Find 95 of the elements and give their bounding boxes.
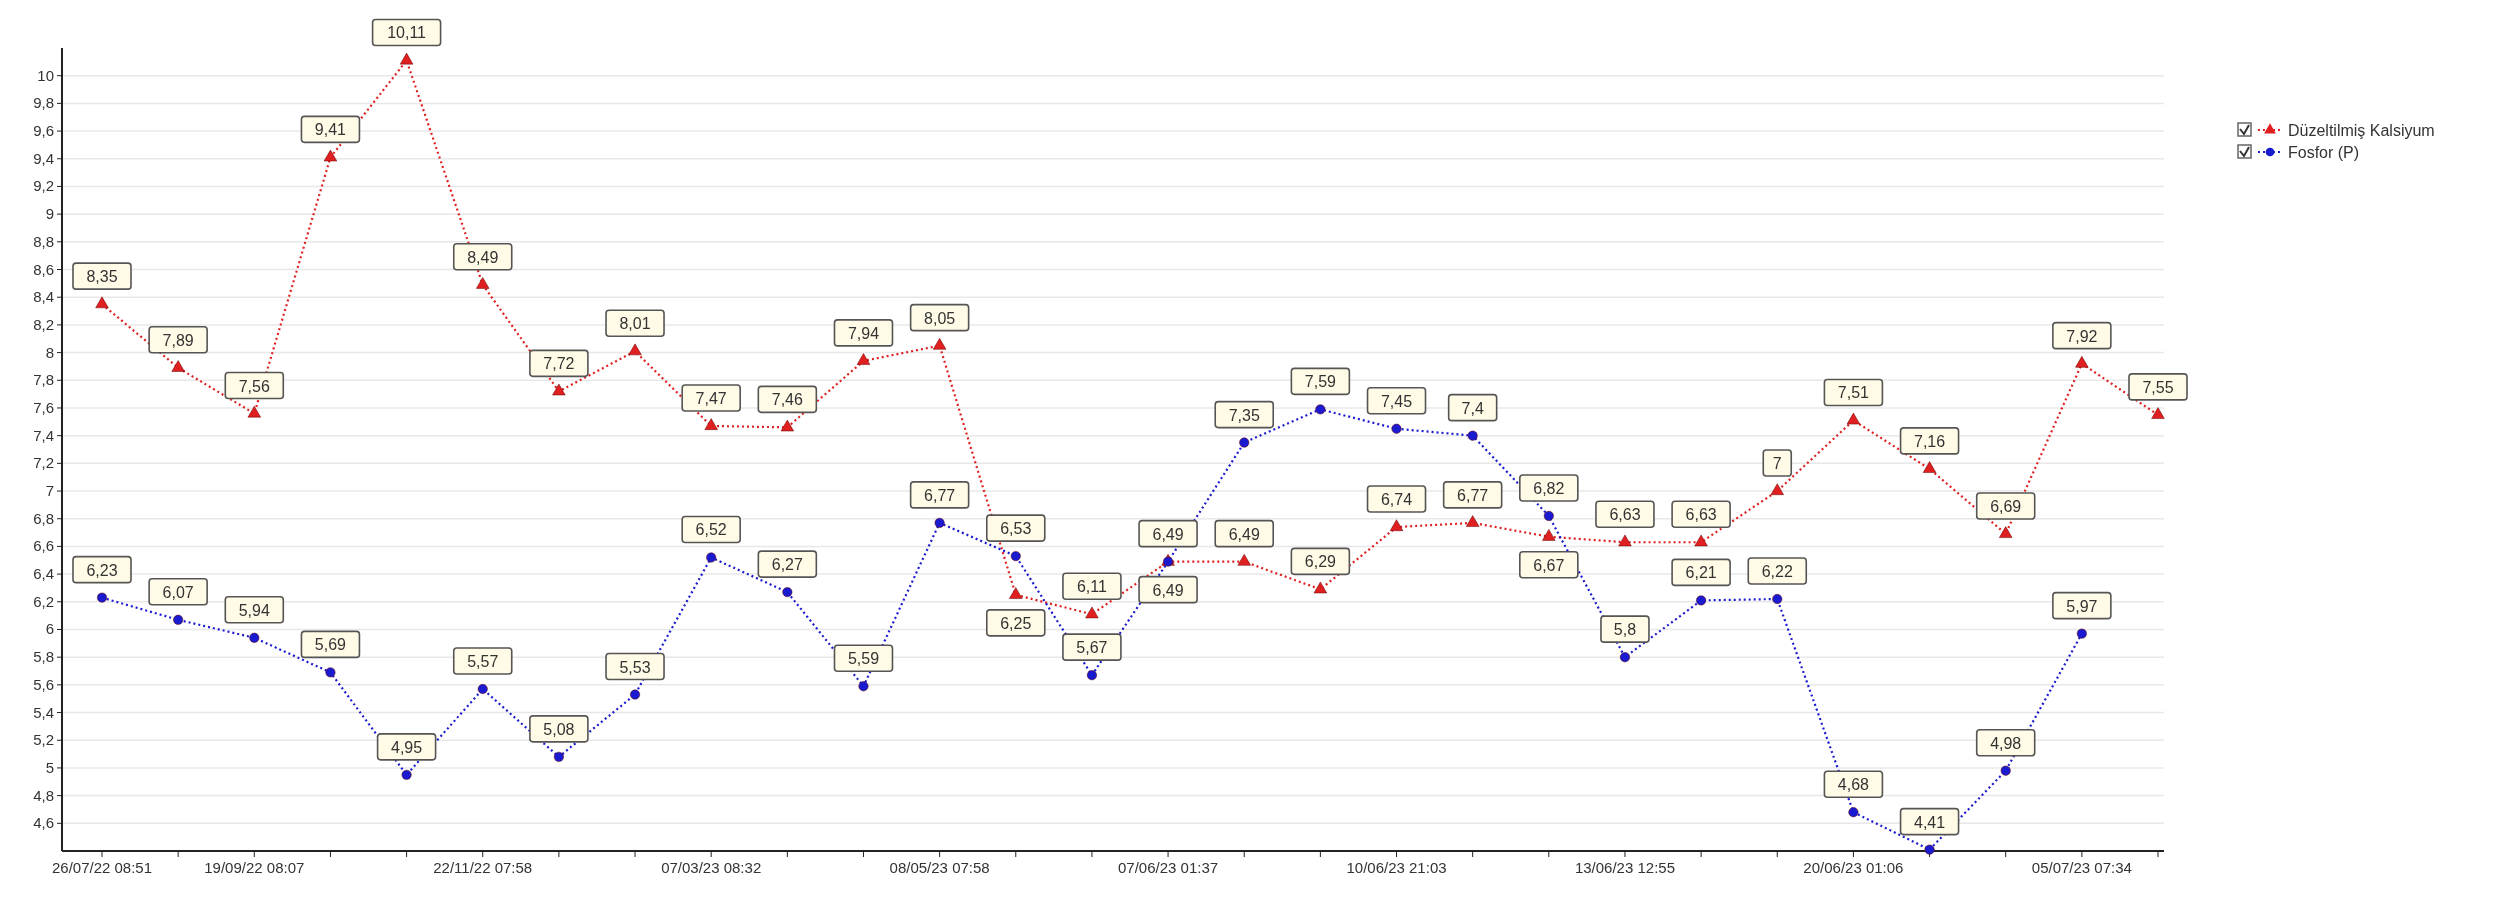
data-label: 10,11 bbox=[387, 24, 427, 42]
data-label: 7,72 bbox=[543, 355, 575, 373]
data-label: 7,94 bbox=[847, 324, 880, 342]
y-tick-label: 5,4 bbox=[33, 703, 54, 721]
data-label: 5,97 bbox=[2066, 597, 2098, 615]
data-label: 6,29 bbox=[1304, 553, 1337, 571]
y-tick-label: 6,6 bbox=[33, 537, 54, 555]
y-tick-label: 8,2 bbox=[33, 315, 54, 333]
data-label: 5,57 bbox=[467, 653, 499, 671]
data-label: 7,56 bbox=[238, 377, 270, 395]
data-label: 6,07 bbox=[162, 583, 194, 601]
x-tick-label: 08/05/23 07:58 bbox=[889, 859, 990, 876]
data-label: 5,67 bbox=[1076, 639, 1108, 657]
data-label: 5,94 bbox=[238, 601, 270, 619]
data-label: 6,67 bbox=[1533, 556, 1565, 574]
y-tick-label: 7,2 bbox=[33, 454, 54, 472]
y-tick-label: 5,2 bbox=[33, 731, 54, 749]
data-label: 6,49 bbox=[1152, 581, 1184, 599]
y-tick-label: 6,8 bbox=[33, 509, 54, 527]
data-label: 7,59 bbox=[1304, 373, 1337, 391]
data-label: 7,4 bbox=[1461, 399, 1484, 417]
data-label: 7,35 bbox=[1228, 406, 1260, 424]
x-tick-label: 20/06/23 01:06 bbox=[1803, 859, 1904, 876]
legend-label: Düzeltilmiş Kalsiyum bbox=[2288, 122, 2435, 139]
x-tick-label: 07/03/23 08:32 bbox=[661, 859, 762, 876]
data-label: 6,63 bbox=[1685, 506, 1717, 524]
data-label: 6,49 bbox=[1152, 525, 1184, 543]
data-label: 7,46 bbox=[771, 391, 804, 409]
y-tick-label: 8 bbox=[45, 343, 54, 361]
y-tick-label: 9,2 bbox=[33, 177, 54, 195]
y-tick-label: 10 bbox=[37, 66, 54, 84]
data-label: 6,82 bbox=[1533, 479, 1565, 497]
y-tick-label: 8,6 bbox=[33, 260, 54, 278]
x-tick-label: 05/07/23 07:34 bbox=[2031, 859, 2132, 876]
y-tick-label: 4,6 bbox=[33, 814, 54, 832]
data-label: 8,35 bbox=[86, 268, 118, 286]
y-tick-label: 9,4 bbox=[33, 149, 54, 167]
data-label: 6,25 bbox=[1000, 614, 1032, 632]
y-tick-label: 9,8 bbox=[33, 94, 54, 112]
data-label: 9,41 bbox=[314, 121, 347, 139]
y-tick-label: 7 bbox=[45, 482, 54, 500]
data-label: 7,92 bbox=[2066, 327, 2098, 345]
data-label: 5,8 bbox=[1613, 621, 1637, 639]
y-tick-label: 5,6 bbox=[33, 675, 54, 693]
x-tick-label: 10/06/23 21:03 bbox=[1346, 859, 1447, 876]
data-label: 5,69 bbox=[314, 636, 347, 654]
data-label: 7,45 bbox=[1380, 392, 1413, 410]
x-tick-label: 07/06/23 01:37 bbox=[1118, 859, 1219, 876]
y-tick-label: 7,6 bbox=[33, 398, 54, 416]
data-label: 6,69 bbox=[1990, 497, 2022, 515]
data-label: 5,08 bbox=[543, 720, 575, 738]
data-label: 4,41 bbox=[1913, 813, 1946, 831]
data-label: 4,68 bbox=[1837, 776, 1870, 794]
data-label: 7,55 bbox=[2142, 378, 2174, 396]
y-tick-label: 7,8 bbox=[33, 371, 54, 389]
data-label: 7,47 bbox=[695, 389, 727, 407]
x-tick-label: 22/11/22 07:58 bbox=[433, 859, 533, 876]
x-tick-label: 13/06/23 12:55 bbox=[1574, 859, 1676, 876]
data-label: 6,49 bbox=[1228, 525, 1260, 543]
data-label: 6,77 bbox=[924, 486, 956, 504]
data-label: 5,59 bbox=[847, 650, 880, 668]
y-tick-label: 5 bbox=[45, 758, 54, 776]
data-label: 6,27 bbox=[771, 556, 804, 574]
data-label: 7,89 bbox=[162, 331, 194, 349]
x-tick-label: 19/09/22 08:07 bbox=[204, 859, 305, 876]
y-tick-label: 4,8 bbox=[33, 786, 54, 804]
data-label: 5,53 bbox=[619, 658, 651, 676]
data-label: 7 bbox=[1772, 455, 1782, 473]
data-label: 6,63 bbox=[1609, 506, 1641, 524]
y-tick-label: 6 bbox=[45, 620, 54, 638]
data-label: 6,11 bbox=[1076, 578, 1107, 596]
data-label: 4,98 bbox=[1990, 734, 2022, 752]
y-tick-label: 5,8 bbox=[33, 648, 54, 666]
data-label: 8,01 bbox=[619, 315, 651, 333]
data-label: 8,49 bbox=[467, 248, 499, 266]
y-tick-label: 8,8 bbox=[33, 232, 54, 250]
y-tick-label: 9 bbox=[45, 205, 54, 223]
x-tick-label: 26/07/22 08:51 bbox=[51, 859, 153, 876]
data-label: 4,95 bbox=[391, 738, 423, 756]
y-tick-label: 6,4 bbox=[33, 565, 54, 583]
data-label: 6,53 bbox=[1000, 520, 1032, 538]
data-label: 7,16 bbox=[1913, 432, 1946, 450]
data-label: 6,21 bbox=[1685, 564, 1717, 582]
data-label: 7,51 bbox=[1837, 384, 1870, 402]
data-label: 6,23 bbox=[86, 561, 118, 579]
legend-label: Fosfor (P) bbox=[2288, 144, 2360, 161]
data-label: 6,52 bbox=[695, 521, 727, 539]
data-label: 8,05 bbox=[924, 309, 956, 327]
data-label: 6,77 bbox=[1457, 486, 1489, 504]
y-tick-label: 8,4 bbox=[33, 288, 54, 306]
y-tick-label: 6,2 bbox=[33, 592, 54, 610]
y-tick-label: 7,4 bbox=[33, 426, 54, 444]
data-label: 6,74 bbox=[1380, 491, 1413, 509]
y-tick-label: 9,6 bbox=[33, 122, 54, 140]
data-label: 6,22 bbox=[1761, 563, 1793, 581]
